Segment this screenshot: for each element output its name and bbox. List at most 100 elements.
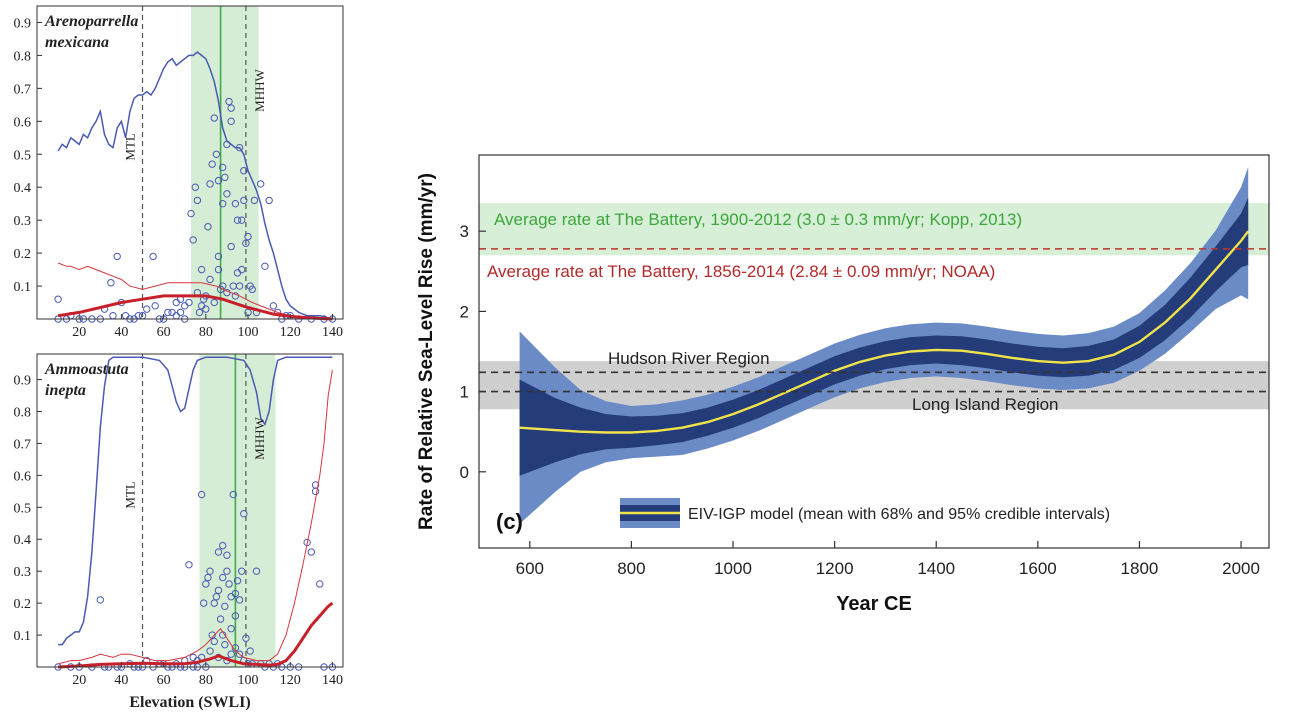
mean-curve bbox=[57, 294, 333, 321]
species-panel-1: 0.1 0.2 0.3 0.4 0.5 0.6 0.7 0.8 0.9 20 40 60 80 100 12… bbox=[14, 353, 344, 711]
data-point bbox=[206, 647, 214, 655]
x-tick-label: 120 bbox=[280, 325, 301, 340]
y-tick-label: 0.1 bbox=[14, 280, 32, 295]
y-tick-label: 0.8 bbox=[14, 49, 32, 64]
data-point bbox=[231, 612, 240, 620]
data-point bbox=[269, 302, 278, 310]
data-point bbox=[235, 282, 244, 290]
long-island-label: Long Island Region bbox=[912, 395, 1059, 414]
mtl-label: MTL bbox=[123, 481, 138, 509]
data-point bbox=[233, 216, 242, 224]
y-tick-label: 3 bbox=[460, 222, 469, 241]
upper-curve bbox=[57, 51, 333, 320]
data-point bbox=[316, 580, 324, 588]
data-point bbox=[214, 586, 223, 595]
data-point bbox=[109, 312, 117, 320]
data-point bbox=[96, 596, 105, 604]
data-point bbox=[214, 548, 223, 556]
data-point bbox=[214, 265, 223, 274]
x-tick-label: 800 bbox=[617, 559, 645, 578]
data-point bbox=[172, 298, 180, 307]
data-point bbox=[172, 312, 180, 320]
panel-frame bbox=[36, 353, 344, 668]
data-point bbox=[219, 541, 227, 550]
data-point bbox=[221, 602, 229, 611]
y-tick-label: 0.5 bbox=[14, 148, 32, 163]
data-point bbox=[185, 561, 193, 569]
data-point bbox=[311, 481, 320, 489]
ci68-band bbox=[519, 197, 1249, 476]
species-name-line2: inepta bbox=[45, 382, 86, 399]
data-point bbox=[231, 199, 240, 208]
data-point bbox=[265, 196, 273, 205]
y-tick-label: 0.7 bbox=[14, 82, 32, 97]
data-point bbox=[214, 252, 223, 261]
x-tick-label: 100 bbox=[238, 325, 259, 340]
battery-1900-2012-band bbox=[479, 203, 1269, 256]
y-tick-label: 0.9 bbox=[14, 16, 32, 31]
y-tick-label: 2 bbox=[460, 302, 469, 321]
data-point bbox=[240, 509, 248, 518]
data-point bbox=[176, 308, 185, 317]
data-point bbox=[240, 167, 248, 175]
x-tick-label: 1600 bbox=[1019, 559, 1057, 578]
data-point bbox=[242, 239, 250, 247]
data-point bbox=[250, 196, 259, 205]
x-tick-label: 100 bbox=[238, 673, 259, 688]
x-tick-label: 80 bbox=[199, 325, 213, 340]
x-axis-title: Year CE bbox=[836, 593, 912, 615]
y-tick-label: 0.3 bbox=[14, 214, 32, 229]
y-axis-title: Rate of Relative Sea-Level Rise (mm/yr) bbox=[416, 173, 437, 530]
mean-curve bbox=[58, 601, 334, 669]
species-panel-0: 0.1 0.2 0.3 0.4 0.5 0.6 0.7 0.8 0.9 20 40 60 80 100 12… bbox=[14, 5, 344, 340]
data-point bbox=[229, 490, 237, 499]
y-tick-label: 0 bbox=[460, 463, 469, 482]
x-tick-label: 80 bbox=[199, 673, 213, 688]
legend-label: EIV-IGP model (mean with 68% and 95% cre… bbox=[688, 506, 1110, 523]
legend: EIV-IGP model (mean with 68% and 95% cre… bbox=[620, 498, 1110, 528]
x-tick-label: 600 bbox=[516, 559, 544, 578]
data-point bbox=[225, 97, 233, 106]
x-tick-label: 120 bbox=[280, 673, 301, 688]
x-tick-label: 60 bbox=[157, 673, 171, 688]
y-tick-label: 0.4 bbox=[14, 181, 32, 196]
data-point bbox=[238, 567, 246, 575]
y-tick-label: 0.7 bbox=[14, 437, 32, 452]
species-name-line1: Arenoparrella bbox=[44, 13, 138, 30]
data-point bbox=[231, 589, 240, 598]
data-point bbox=[227, 242, 235, 251]
data-point bbox=[187, 209, 195, 218]
data-point bbox=[219, 163, 227, 172]
data-point bbox=[151, 302, 159, 310]
data-point bbox=[307, 548, 316, 556]
x-tick-label: 1200 bbox=[816, 559, 854, 578]
x-tick-label: 1400 bbox=[917, 559, 955, 578]
upper-curve bbox=[58, 356, 333, 646]
x-tick-label: 140 bbox=[322, 673, 343, 688]
data-point bbox=[206, 567, 214, 575]
data-point bbox=[248, 285, 256, 294]
data-point bbox=[233, 577, 242, 585]
data-point bbox=[204, 223, 212, 231]
species-name-line1: Ammoastuta bbox=[44, 361, 129, 378]
data-point bbox=[210, 637, 218, 646]
data-point bbox=[200, 599, 208, 607]
mhhw-label: MHHW bbox=[252, 68, 267, 111]
x-axis-title: Elevation (SWLI) bbox=[129, 694, 250, 711]
data-point bbox=[225, 580, 233, 588]
mhhw-label: MHHW bbox=[252, 416, 267, 459]
lower-bound-curve bbox=[57, 262, 333, 320]
y-tick-label: 0.2 bbox=[14, 597, 32, 612]
data-point bbox=[238, 265, 246, 274]
data-point bbox=[244, 232, 252, 241]
data-point bbox=[252, 567, 261, 575]
data-point bbox=[189, 653, 197, 662]
data-point bbox=[191, 183, 199, 191]
y-tick-label: 0.6 bbox=[14, 469, 32, 484]
data-point bbox=[181, 302, 189, 310]
data-point bbox=[227, 104, 235, 112]
panel-label: (c) bbox=[496, 509, 523, 534]
data-point bbox=[221, 640, 229, 649]
data-point bbox=[149, 252, 157, 261]
